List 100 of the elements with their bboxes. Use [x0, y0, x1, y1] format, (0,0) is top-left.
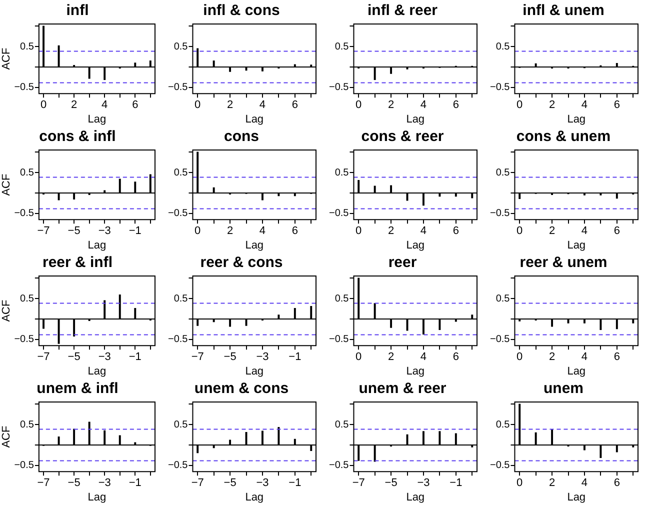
x-tick-label: 0 — [356, 351, 362, 364]
chart-title: reer & cons — [200, 254, 283, 272]
x-tick-label: −3 — [98, 225, 111, 238]
x-tick-label: 2 — [388, 99, 394, 112]
x-tick-label: −3 — [417, 477, 430, 490]
y-tick-label: −0.5 — [490, 460, 510, 472]
x-tick-label: −3 — [256, 351, 269, 364]
y-tick-label: −0.5 — [14, 334, 34, 346]
chart-title: infl & cons — [203, 2, 280, 20]
x-axis-title: Lag — [88, 113, 106, 126]
y-axis-title: ACF — [0, 426, 13, 448]
x-tick-label: −5 — [68, 351, 80, 364]
x-axis-title: Lag — [567, 239, 586, 252]
x-axis-title: Lag — [88, 491, 106, 504]
x-axis-title: Lag — [567, 365, 586, 378]
x-tick-label: 2 — [388, 225, 394, 238]
x-axis-title: Lag — [88, 365, 106, 378]
x-tick-label: 0 — [194, 225, 201, 238]
chart-title: cons & infl — [39, 128, 116, 146]
x-tick-label: 0 — [40, 99, 47, 112]
chart-title: unem — [543, 380, 584, 398]
x-tick-label: 4 — [581, 351, 588, 364]
x-axis-title: Lag — [245, 491, 264, 504]
y-tick-label: −0.5 — [328, 460, 350, 472]
y-tick-label: −0.5 — [14, 460, 34, 472]
y-tick-label: −0.5 — [490, 334, 510, 346]
x-tick-label: −5 — [68, 477, 80, 490]
y-tick-label: −0.5 — [328, 82, 350, 94]
x-tick-label: 4 — [581, 225, 588, 238]
x-tick-label: 0 — [516, 351, 523, 364]
x-axis-title: Lag — [88, 239, 106, 252]
y-tick-label: 0.5 — [334, 41, 350, 52]
x-tick-label: 6 — [452, 99, 459, 112]
x-tick-label: 0 — [194, 99, 201, 112]
x-tick-label: 6 — [132, 99, 138, 112]
x-axis-title: Lag — [245, 113, 264, 126]
chart-title: cons & unem — [516, 128, 611, 146]
chart-title: reer & unem — [520, 254, 608, 272]
y-tick-label: 0.5 — [174, 293, 188, 304]
y-tick-label: −0.5 — [168, 460, 188, 472]
x-tick-label: 0 — [356, 225, 362, 238]
x-axis-title: Lag — [406, 491, 425, 504]
x-tick-label: 6 — [452, 225, 459, 238]
x-tick-label: −1 — [288, 477, 302, 490]
x-axis-title: Lag — [245, 239, 264, 252]
y-tick-label: −0.5 — [490, 82, 510, 94]
y-tick-label: 0.5 — [334, 293, 350, 304]
x-axis-title: Lag — [406, 365, 425, 378]
x-tick-label: 6 — [452, 351, 459, 364]
chart-title: cons — [224, 128, 260, 146]
x-tick-label: 4 — [420, 225, 427, 238]
x-tick-label: 4 — [259, 99, 266, 112]
x-tick-label: 2 — [388, 351, 394, 364]
x-tick-label: 4 — [420, 351, 427, 364]
y-tick-label: 0.5 — [20, 167, 34, 178]
y-tick-label: −0.5 — [168, 208, 188, 220]
x-tick-label: 4 — [581, 477, 588, 490]
x-axis-title: Lag — [406, 239, 425, 252]
y-tick-label: 0.5 — [496, 167, 510, 178]
x-tick-label: 4 — [581, 99, 588, 112]
x-tick-label: −7 — [191, 351, 204, 364]
x-tick-label: −5 — [68, 225, 80, 238]
y-tick-label: −0.5 — [328, 208, 350, 220]
x-tick-label: 6 — [292, 99, 298, 112]
x-tick-label: 2 — [548, 225, 556, 238]
x-tick-label: −7 — [191, 477, 204, 490]
x-axis-title: Lag — [567, 113, 586, 126]
x-tick-label: 4 — [259, 225, 266, 238]
x-tick-label: −7 — [37, 225, 50, 238]
chart-title: unem & infl — [36, 380, 118, 398]
y-axis-title: ACF — [0, 174, 13, 196]
y-tick-label: −0.5 — [490, 208, 510, 220]
x-tick-label: −7 — [352, 477, 365, 490]
x-tick-label: 6 — [292, 225, 298, 238]
y-axis-title: ACF — [0, 48, 13, 70]
x-tick-label: −5 — [384, 477, 398, 490]
x-tick-label: 0 — [516, 99, 523, 112]
chart-title: reer — [388, 254, 417, 272]
x-tick-label: 4 — [420, 99, 427, 112]
x-axis-title: Lag — [245, 365, 264, 378]
y-tick-label: 0.5 — [174, 167, 188, 178]
x-tick-label: −1 — [128, 477, 142, 490]
x-tick-label: −3 — [98, 477, 111, 490]
x-tick-label: 2 — [548, 99, 556, 112]
x-tick-label: 0 — [516, 225, 523, 238]
chart-title: reer & infl — [42, 254, 113, 272]
y-tick-label: 0.5 — [496, 419, 510, 430]
chart-title: infl — [66, 2, 89, 20]
x-tick-label: −3 — [256, 477, 269, 490]
chart-title: infl & unem — [522, 2, 604, 20]
x-tick-label: −7 — [37, 477, 50, 490]
y-tick-label: 0.5 — [496, 293, 510, 304]
chart-title: infl & reer — [367, 2, 438, 20]
x-tick-label: 2 — [548, 351, 556, 364]
x-axis-title: Lag — [567, 491, 586, 504]
chart-title: unem & reer — [358, 380, 446, 398]
y-tick-label: 0.5 — [20, 419, 34, 430]
y-tick-label: 0.5 — [496, 41, 510, 52]
y-axis-title: ACF — [0, 300, 13, 322]
y-tick-label: −0.5 — [328, 334, 350, 346]
